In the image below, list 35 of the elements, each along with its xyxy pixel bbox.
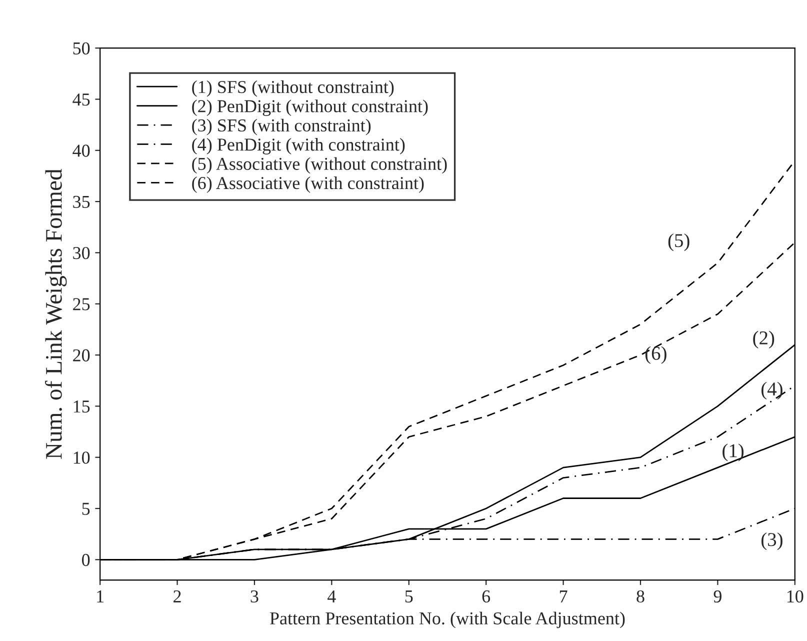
y-tick-label: 5: [82, 502, 90, 515]
y-tick-label: 20: [73, 349, 90, 362]
x-tick-label: 9: [714, 590, 722, 603]
legend-label: (5) Associative (without constraint): [192, 157, 447, 174]
legend-label: (2) PenDigit (without constraint): [192, 100, 428, 116]
annotation: (1): [722, 444, 744, 462]
legend-label: (3) SFS (with constraint): [192, 118, 371, 136]
y-tick-label: 25: [73, 298, 90, 310]
annotation: (4): [761, 382, 782, 400]
x-tick-label: 10: [787, 590, 804, 603]
y-tick-label: 50: [73, 42, 90, 55]
x-tick-label: 8: [636, 590, 644, 603]
x-axis-title: Pattern Presentation No. (with Scale Adjustment): [270, 612, 625, 628]
x-tick-label: 2: [174, 590, 181, 602]
annotation: (6): [645, 346, 666, 364]
y-axis-title: Num. of Link Weights Formed: [45, 168, 67, 459]
annotation: (2): [753, 330, 774, 348]
x-tick-label: 4: [328, 590, 336, 602]
legend-label: (4) PenDigit (with constraint): [192, 138, 405, 154]
y-tick-label: 0: [82, 554, 90, 566]
x-tick-label: 5: [405, 590, 413, 603]
annotation: (5): [668, 233, 690, 252]
y-tick-label: 35: [73, 196, 90, 208]
y-tick-label: 40: [72, 144, 90, 157]
legend-label: (1) SFS (without constraint): [192, 80, 394, 97]
y-tick-label: 30: [73, 246, 90, 260]
y-tick-label: 15: [74, 400, 90, 413]
annotation: (3): [761, 532, 782, 550]
x-tick-label: 6: [482, 590, 490, 603]
x-tick-label: 3: [250, 590, 258, 603]
legend-label: (6) Associative (with constraint): [192, 176, 424, 193]
x-tick-label: 7: [560, 590, 568, 602]
y-tick-label: 10: [74, 452, 90, 464]
x-tick-label: 1: [97, 590, 104, 602]
y-tick-label: 45: [72, 94, 90, 106]
